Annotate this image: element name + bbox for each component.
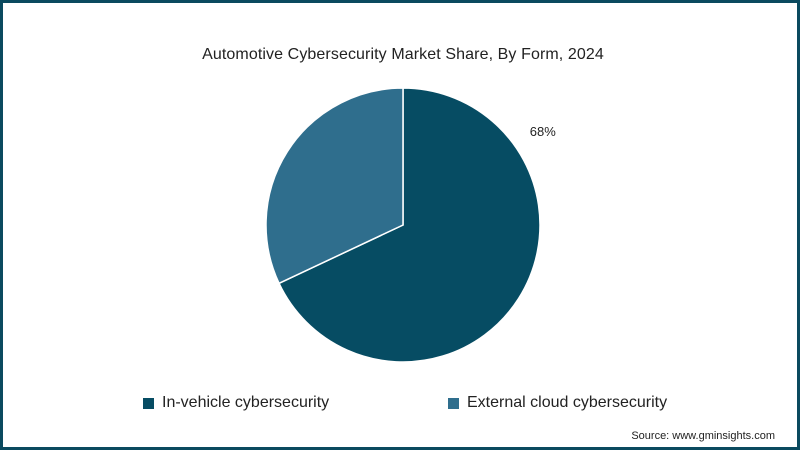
legend-label-in-vehicle: In-vehicle cybersecurity — [162, 394, 330, 411]
legend-swatch-external-cloud — [448, 397, 459, 409]
legend: In-vehicle cybersecurity External cloud … — [3, 392, 800, 414]
legend-swatch-in-vehicle — [143, 397, 154, 409]
legend-item-external-cloud: External cloud cybersecurity — [448, 392, 667, 414]
chart-title: Automotive Cybersecurity Market Share, B… — [202, 46, 604, 63]
legend-item-in-vehicle: In-vehicle cybersecurity — [143, 392, 329, 414]
data-label-in-vehicle-cybersecurity: 68% — [530, 124, 556, 139]
source-note: Source: www.gminsights.com — [631, 430, 775, 442]
pie-chart: 68% — [265, 87, 556, 363]
pie-slice-external-cloud-cybersecurity — [265, 87, 404, 285]
pie-slice-in-vehicle-cybersecurity — [278, 87, 541, 363]
legend-label-external-cloud: External cloud cybersecurity — [467, 394, 668, 411]
